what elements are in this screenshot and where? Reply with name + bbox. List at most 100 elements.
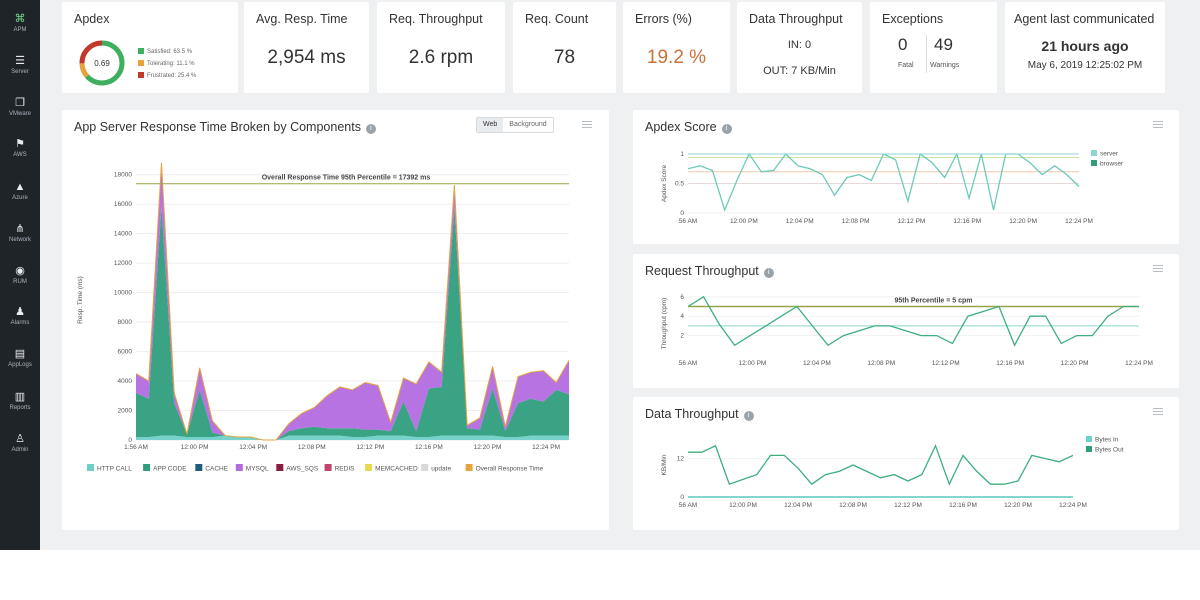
area-http-call — [136, 435, 569, 440]
dashboard: ⌘ APM ☰ Server ❐ VMware ⚑ AWS ▲ Azure ⋔ … — [0, 0, 1200, 550]
req-throughput-card[interactable]: Req. Throughput 2.6 rpm — [377, 2, 505, 93]
sidebar-item-aws[interactable]: ⚑ AWS — [0, 133, 40, 173]
logs-icon: ▤ — [14, 348, 26, 360]
y-tick-label: 12 — [677, 456, 685, 463]
legend-label: Satisfied: 63.5 % — [147, 49, 193, 55]
legend-label: MEMCACHED — [375, 466, 418, 473]
y-tick-label: 1 — [680, 151, 684, 158]
legend-swatch — [365, 464, 373, 471]
legend-label: Frustrated: 25.4 % — [147, 73, 197, 79]
agent-card[interactable]: Agent last communicated 21 hours ago May… — [1005, 2, 1165, 93]
agent-title: Agent last communicated — [1014, 12, 1155, 26]
request-throughput-panel: Request Throughput i — [633, 254, 1179, 388]
x-tick-label: 12:08 PM — [867, 360, 895, 367]
info-icon[interactable]: i — [743, 411, 754, 421]
aws-icon: ⚑ — [15, 138, 25, 150]
fatal-count: 0 — [898, 35, 908, 54]
globe-icon: ◉ — [15, 265, 25, 277]
menu-icon[interactable] — [1153, 121, 1163, 129]
binoculars-icon: ⌘ — [14, 13, 26, 25]
apdex-score-title-text: Apdex Score — [645, 120, 717, 134]
y-tick-label: 10000 — [114, 290, 132, 297]
x-tick-label: 12:20 PM — [1009, 218, 1037, 225]
errors-card[interactable]: Errors (%) 19.2 % — [623, 2, 730, 93]
avg-resp-time-title: Avg. Resp. Time — [256, 12, 348, 26]
req-count-card[interactable]: Req. Count 78 — [513, 2, 616, 93]
data-throughput-card[interactable]: Data Throughput IN: 0 OUT: 7 KB/Min — [737, 2, 862, 93]
data-throughput-panel: Data Throughput i — [633, 397, 1179, 530]
menu-icon[interactable] — [1153, 265, 1163, 273]
legend-swatch — [1091, 150, 1097, 156]
y-tick-label: 16000 — [114, 201, 132, 208]
apdex-score-panel: Apdex Score i — [633, 110, 1179, 244]
x-tick-label: 12:04 PM — [786, 218, 814, 225]
x-tick-label: 12:12 PM — [356, 444, 384, 451]
legend-label: Bytes In — [1095, 437, 1119, 444]
apdex-donut: 0.69 — [79, 40, 125, 86]
admin-icon: ♙ — [15, 433, 25, 445]
series-request-throughput — [687, 295, 1139, 347]
y-axis-label: Apdex Score — [661, 165, 668, 203]
x-tick-label: 12:24 PM — [1125, 360, 1153, 367]
reports-icon: ▥ — [14, 391, 26, 403]
x-tick-label: 12:08 PM — [839, 502, 867, 509]
menu-icon[interactable] — [1153, 408, 1163, 416]
sidebar-item-label: AppLogs — [8, 362, 32, 368]
avg-resp-time-card[interactable]: Avg. Resp. Time 2,954 ms — [244, 2, 369, 93]
request-throughput-chart: 2 4 6 56 AM 12:00 PM 12:04 PM 12:08 PM 12:12 PM… — [661, 294, 1153, 367]
sidebar-item-label: Alarms — [10, 320, 30, 326]
apdex-donut-tolerating — [79, 40, 125, 86]
sidebar-item-label: Server — [11, 69, 29, 75]
toggle-background[interactable]: Background — [509, 121, 547, 128]
data-throughput-title: Data Throughput — [749, 12, 843, 26]
apdex-card[interactable]: Apdex 0.69 Satisfied: 63.5 % Tolerating:… — [62, 2, 238, 93]
sidebar-item-apm[interactable]: ⌘ APM — [0, 8, 40, 48]
sidebar-item-network[interactable]: ⋔ Network — [0, 218, 40, 258]
y-axis-label: Resp. Time (ms) — [77, 276, 84, 324]
sidebar-item-azure[interactable]: ▲ Azure — [0, 176, 40, 216]
exceptions-card[interactable]: Exceptions 0 49 Fatal Warnings — [870, 2, 997, 93]
x-tick-label: 12:12 PM — [898, 218, 926, 225]
legend-swatch — [143, 464, 151, 471]
area-mysql — [136, 162, 569, 440]
warnings-count: 49 — [934, 35, 953, 54]
sidebar-item-applogs[interactable]: ▤ AppLogs — [0, 343, 40, 383]
x-tick-label: 12:20 PM — [1004, 502, 1032, 509]
apdex-legend-frustrated: Frustrated: 25.4 % — [138, 72, 196, 79]
components-title-text: App Server Response Time Broken by Compo… — [74, 120, 361, 134]
legend-label: MYSQL — [246, 466, 269, 473]
sidebar-item-admin[interactable]: ♙ Admin — [0, 428, 40, 468]
x-tick-label: 56 AM — [679, 502, 697, 509]
y-tick-label: 6000 — [118, 349, 133, 356]
x-tick-label: 12:16 PM — [996, 360, 1024, 367]
sidebar-item-label: APM — [13, 27, 27, 33]
overall-response-line — [135, 162, 570, 441]
sidebar: ⌘ APM ☰ Server ❐ VMware ⚑ AWS ▲ Azure ⋔ … — [0, 0, 40, 550]
req-count-title: Req. Count — [525, 12, 589, 26]
info-icon[interactable]: i — [721, 124, 732, 134]
info-icon[interactable]: i — [763, 268, 774, 278]
req-count-value: 78 — [553, 47, 576, 68]
sidebar-item-vmware[interactable]: ❐ VMware — [0, 92, 40, 132]
toggle-web[interactable]: Web — [477, 118, 504, 132]
menu-icon[interactable] — [582, 121, 592, 129]
x-tick-label: 12:00 PM — [730, 218, 758, 225]
apdex-donut-frustrated — [79, 40, 125, 86]
sidebar-item-alarms[interactable]: ♟ Alarms — [0, 301, 40, 341]
sidebar-item-label: Network — [8, 237, 31, 243]
legend-swatch — [138, 60, 144, 66]
info-icon[interactable]: i — [365, 124, 376, 134]
x-tick-label: 56 AM — [679, 360, 697, 367]
sidebar-item-rum[interactable]: ◉ RUM — [0, 260, 40, 300]
y-tick-label: 4 — [680, 313, 684, 320]
legend-label: browser — [1100, 161, 1124, 168]
data-throughput-panel-title: Data Throughput i — [645, 407, 754, 421]
sidebar-item-label: Reports — [9, 405, 31, 411]
legend-label: REDIS — [335, 466, 356, 473]
y-tick-label: 2000 — [118, 408, 133, 415]
legend-label: Overall Response Time — [476, 466, 544, 473]
sidebar-item-server[interactable]: ☰ Server — [0, 50, 40, 90]
sidebar-item-reports[interactable]: ▥ Reports — [0, 386, 40, 426]
sidebar-item-label: RUM — [13, 279, 27, 285]
server-icon: ☰ — [15, 55, 25, 67]
